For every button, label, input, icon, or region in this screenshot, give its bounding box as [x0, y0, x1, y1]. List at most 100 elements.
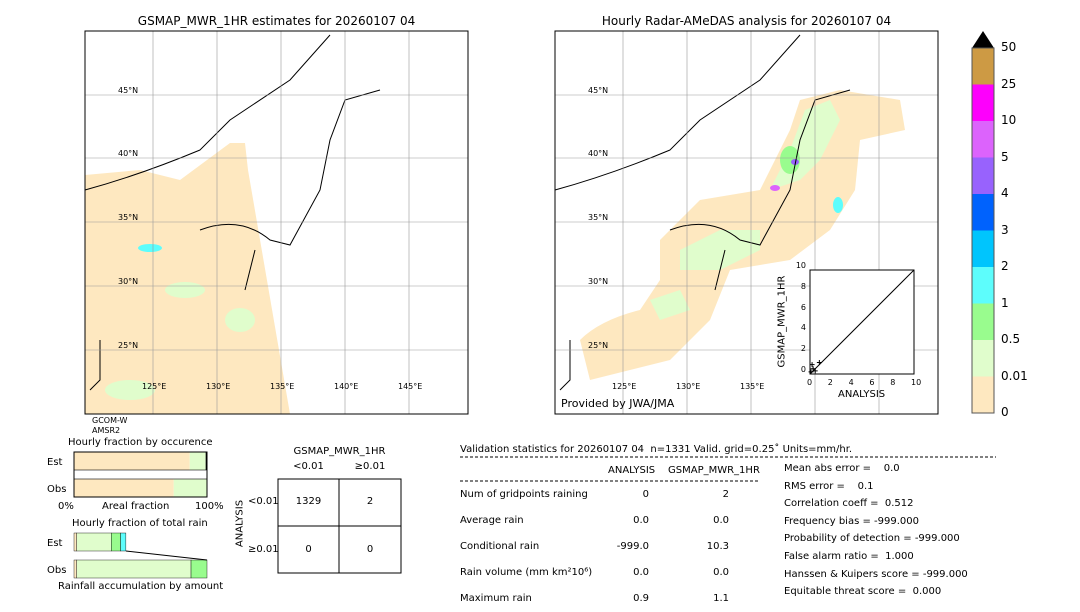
- stats-analysis-value: -999.0: [616, 541, 649, 552]
- colorbar-label: 1: [1001, 295, 1009, 310]
- rain-bar-segment: [73, 559, 77, 579]
- occurrence-bars: [73, 451, 208, 498]
- table-row-label: <0.01: [248, 496, 279, 507]
- table-col-label: ≥0.01: [354, 461, 386, 472]
- colorbar-segment: [972, 267, 994, 304]
- lon-label: 130°E: [206, 382, 231, 391]
- stats-col-analysis: ANALYSIS: [608, 465, 656, 476]
- occ-xlabel: Areal fraction: [102, 501, 170, 512]
- rain-bar-segment: [120, 532, 127, 552]
- scatter-x-tick: 0: [807, 378, 813, 387]
- scatter-xlabel: ANALYSIS: [838, 389, 886, 400]
- colorbar-segment: [972, 157, 994, 194]
- lat-label: 40°N: [118, 149, 139, 158]
- table-col-label: <0.01: [293, 461, 324, 472]
- rain-row-obs: Obs: [47, 565, 67, 576]
- scatter-y-tick: 6: [800, 302, 806, 312]
- colorbar-segment: [972, 84, 994, 121]
- data-credit: Provided by JWA/JMA: [561, 397, 675, 410]
- scatter-point: [812, 368, 818, 374]
- rain-bar-segment: [190, 559, 208, 579]
- colorbar-segment: [972, 121, 994, 158]
- lat-label: 45°N: [118, 86, 139, 95]
- lon-label: 125°E: [612, 382, 637, 391]
- stats-gsmap-value: 0.0: [713, 567, 729, 578]
- colorbar-label: 3: [1001, 222, 1009, 237]
- table-title: GSMAP_MWR_1HR: [293, 446, 386, 457]
- table-cell: 0: [305, 544, 312, 555]
- table-row-title: ANALYSIS: [234, 499, 246, 548]
- scatter-x-tick: 8: [890, 378, 896, 387]
- left-coverage: [85, 143, 290, 414]
- occ-row-est: Est: [47, 457, 63, 468]
- score-line: Hanssen & Kuipers score = -999.000: [784, 568, 968, 580]
- scatter-y-tick: 8: [800, 281, 806, 291]
- score-line: Probability of detection = -999.000: [784, 533, 960, 545]
- sensor-instrument: AMSR2: [92, 426, 121, 435]
- rain-bar-segment: [73, 532, 77, 552]
- occ-row-obs: Obs: [47, 484, 67, 495]
- lat-label: 25°N: [118, 341, 139, 350]
- scatter-y-tick: 2: [800, 344, 806, 354]
- lat-label: 30°N: [118, 277, 139, 286]
- lon-label: 125°E: [142, 382, 167, 391]
- scatter-y-tick: 4: [800, 323, 806, 333]
- scatter-x-tick: 6: [869, 378, 875, 387]
- inset-scatter-points: [808, 360, 822, 375]
- rain-fraction-bars: [73, 532, 208, 579]
- lat-label: 25°N: [588, 341, 609, 350]
- right-map-title: Hourly Radar-AMeDAS analysis for 2026010…: [601, 14, 892, 28]
- lat-label: 35°N: [118, 213, 139, 222]
- colorbar: [971, 31, 995, 414]
- rain-bar-segment: [111, 532, 121, 552]
- score-line: Correlation coeff = 0.512: [784, 498, 914, 510]
- colorbar-segment: [972, 376, 994, 413]
- occurrence-bar-segment: [173, 479, 207, 497]
- occurrence-bar-segment: [74, 479, 174, 497]
- score-line: False alarm ratio = 1.000: [784, 551, 914, 562]
- lat-label: 45°N: [588, 86, 609, 95]
- lon-label: 145°E: [398, 382, 423, 391]
- colorbar-segment: [972, 340, 994, 377]
- colorbar-label: 5: [1001, 149, 1009, 164]
- colorbar-extend-arrow: [972, 31, 994, 48]
- colorbar-label: 2: [1001, 259, 1009, 273]
- score-line: Mean abs error = 0.0: [784, 463, 900, 474]
- stats-gsmap-value: 0.0: [713, 515, 729, 526]
- rain-xlabel: Rainfall accumulation by amount: [58, 581, 224, 592]
- stats-row-label: Average rain: [460, 515, 524, 526]
- colorbar-label: 50: [1001, 40, 1017, 54]
- scatter-point: [808, 369, 814, 375]
- colorbar-frame: [971, 47, 995, 414]
- score-line: Frequency bias = -999.000: [784, 515, 919, 527]
- colorbar-label: 25: [1001, 76, 1017, 91]
- stats-analysis-value: 0.0: [633, 515, 649, 526]
- colorbar-segment: [972, 303, 994, 340]
- stats-row-label: Conditional rain: [460, 541, 540, 552]
- scatter-point: [809, 362, 815, 368]
- rain-row-est: Est: [47, 538, 63, 549]
- colorbar-segment: [972, 230, 994, 267]
- stats-header: Validation statistics for 20260107 04 n=…: [460, 444, 853, 455]
- lat-label: 35°N: [588, 213, 609, 222]
- lat-label: 30°N: [588, 277, 609, 286]
- stats-analysis-value: 0.0: [633, 567, 649, 578]
- lon-label: 140°E: [334, 382, 359, 391]
- stats-gsmap-value: 1.1: [713, 593, 729, 604]
- lat-label: 40°N: [588, 149, 609, 158]
- scatter-x-tick: 10: [911, 378, 922, 387]
- stats-col-gsmap: GSMAP_MWR_1HR: [668, 465, 760, 476]
- stats-row-label: Num of gridpoints raining: [460, 489, 588, 500]
- stats-gsmap-value: 10.3: [706, 541, 729, 552]
- rain-fraction-title: Hourly fraction of total rain: [72, 518, 208, 529]
- stats-row-label: Rain volume (mm km²10⁶): [460, 567, 593, 578]
- colorbar-label: 0: [1001, 405, 1009, 419]
- occurrence-title: Hourly fraction by occurence: [68, 437, 213, 448]
- stats-analysis-value: 0: [642, 489, 649, 500]
- stats-row-label: Maximum rain: [460, 593, 532, 604]
- stats-analysis-value: 0.9: [633, 593, 649, 604]
- sensor-name: GCOM-W: [92, 416, 128, 425]
- scatter-point: [816, 360, 822, 366]
- score-line: Equitable threat score = 0.000: [784, 586, 942, 598]
- colorbar-label: 10: [1001, 113, 1017, 127]
